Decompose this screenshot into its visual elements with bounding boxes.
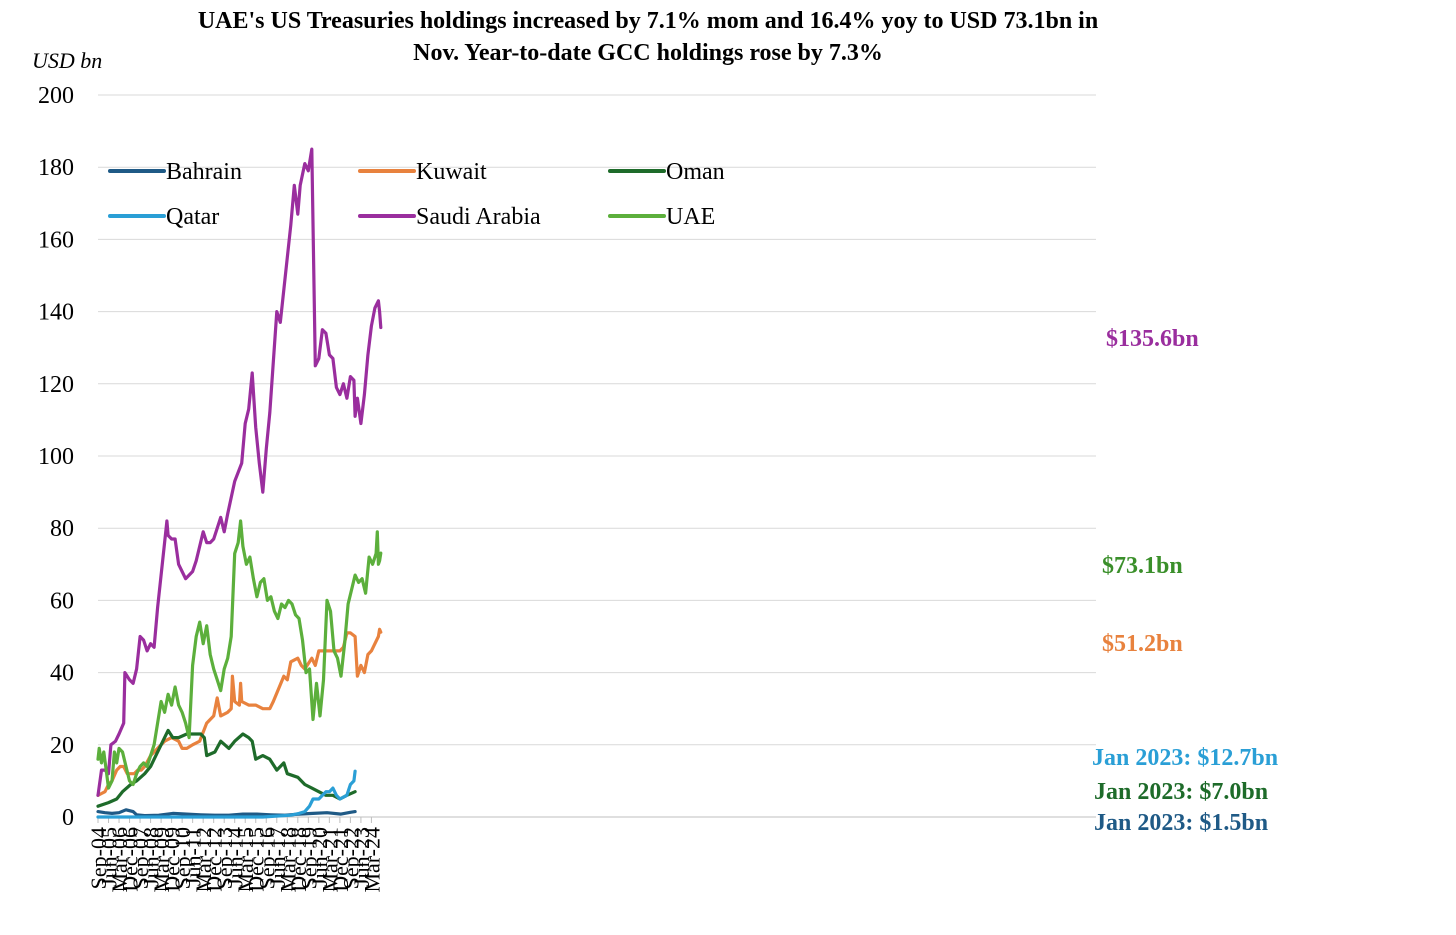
x-tick-label: Jun-11: [181, 827, 206, 886]
chart-title: UAE's US Treasuries holdings increased b…: [197, 8, 1099, 34]
y-tick-label: 180: [38, 155, 74, 181]
value-annotation: Jan 2023: $1.5bn: [1094, 810, 1268, 836]
x-tick-label: Jun-05: [97, 827, 122, 887]
legend-label: Saudi Arabia: [416, 204, 541, 230]
x-tick-label: Mar-06: [107, 827, 132, 893]
x-tick-label: Sep-13: [212, 827, 237, 889]
x-tick-label: Jun-20: [307, 827, 332, 887]
y-tick-label: 140: [38, 300, 74, 326]
series-line-uae: [96, 519, 383, 790]
value-annotation: Jan 2023: $12.7bn: [1092, 745, 1278, 771]
series-line-qatar: [96, 769, 357, 819]
x-tick-label: Sep-07: [128, 827, 153, 889]
x-tick-label: Sep-10: [170, 827, 195, 889]
y-tick-label: 200: [38, 83, 74, 109]
x-tick-label: Sep-22: [338, 827, 363, 889]
series-line-kuwait: [96, 627, 383, 797]
x-tick-label: Dec-06: [118, 827, 143, 892]
value-annotation: $135.6bn: [1106, 326, 1199, 352]
x-tick-label: Sep-19: [296, 827, 321, 889]
y-tick-label: 100: [38, 444, 74, 470]
value-annotation: Jan 2023: $7.0bn: [1094, 779, 1268, 805]
x-tick-label: Dec-21: [328, 827, 353, 892]
x-tick-label: Jun-17: [265, 827, 290, 887]
x-tick-label: Mar-18: [275, 827, 300, 893]
y-tick-label: 20: [50, 733, 74, 759]
x-tick-label: Dec-12: [202, 827, 227, 892]
x-tick-label: Sep-16: [254, 827, 279, 889]
value-annotation: $51.2bn: [1102, 631, 1183, 657]
series-line-saudi-arabia: [96, 147, 383, 797]
chart-subtitle: Nov. Year-to-date GCC holdings rose by 7…: [413, 40, 883, 66]
y-tick-label: 80: [50, 516, 74, 542]
y-tick-label: 160: [38, 227, 74, 253]
y-axis-label: USD bn: [32, 48, 103, 73]
legend-label: Kuwait: [416, 159, 487, 185]
y-tick-label: 0: [62, 805, 74, 831]
x-tick-label: Mar-21: [317, 827, 342, 893]
legend-label: Oman: [666, 159, 725, 185]
x-tick-label: Mar-12: [191, 827, 216, 893]
series-line-oman: [96, 728, 357, 808]
x-tick-label: Mar-24: [359, 827, 384, 893]
x-tick-label: Jun-23: [349, 827, 374, 887]
x-tick-label: Dec-15: [244, 827, 269, 892]
y-tick-label: 60: [50, 588, 74, 614]
y-tick-label: 120: [38, 372, 74, 398]
legend-label: Bahrain: [166, 159, 242, 185]
legend-label: Qatar: [166, 204, 219, 230]
series-line-bahrain: [96, 808, 357, 818]
x-tick-label: Dec-18: [286, 827, 311, 892]
legend-label: UAE: [666, 204, 715, 230]
x-tick-label: Mar-09: [149, 827, 174, 893]
x-tick-label: Dec-09: [160, 827, 185, 892]
y-tick-label: 40: [50, 661, 74, 687]
value-annotation: $73.1bn: [1102, 553, 1183, 579]
x-tick-label: Sep-04: [86, 827, 111, 889]
x-tick-label: Jun-08: [139, 827, 164, 887]
x-tick-label: Mar-15: [233, 827, 258, 893]
x-tick-label: Jun-14: [223, 827, 248, 887]
